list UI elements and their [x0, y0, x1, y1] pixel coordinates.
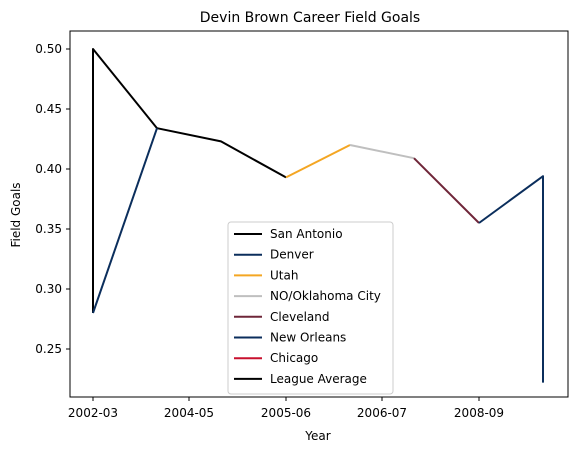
legend-label: Denver: [270, 248, 314, 262]
y-tick-label: 0.25: [35, 342, 62, 356]
y-tick-label: 0.30: [35, 282, 62, 296]
y-tick-label: 0.35: [35, 222, 62, 236]
legend-box: [227, 221, 394, 395]
series-line-4: [413, 157, 480, 224]
series-line-2: [285, 144, 351, 179]
y-axis-label: Field Goals: [9, 182, 23, 247]
legend: San Antonio Denver Utah NO/Oklahoma City Cle…: [227, 221, 394, 395]
x-axis-label: Year: [304, 429, 330, 443]
y-tick-label: 0.50: [35, 42, 62, 56]
legend-label: San Antonio: [270, 227, 343, 241]
series-line-5: [478, 175, 544, 383]
x-tick-label: 2005-06: [261, 406, 311, 420]
legend-label: New Orleans: [270, 331, 346, 345]
legend-label: Cleveland: [270, 310, 330, 324]
x-tick-label: 2006-07: [357, 406, 407, 420]
series-layer: [92, 48, 544, 383]
legend-label: NO/Oklahoma City: [270, 289, 381, 303]
series-line-1: [92, 127, 158, 314]
chart-title: Devin Brown Career Field Goals: [200, 10, 420, 26]
series-line-0: [92, 48, 287, 313]
y-tick-label: 0.40: [35, 162, 62, 176]
series-line-3: [349, 144, 415, 160]
x-tick-label: 2004-05: [164, 406, 214, 420]
axes-layer: 0.25 0.30 0.35 0.40 0.45 0.50 2002-03 2004-05 20…: [35, 30, 569, 420]
legend-label: Utah: [270, 268, 298, 282]
y-tick-label: 0.45: [35, 102, 62, 116]
legend-label: League Average: [270, 372, 367, 386]
x-tick-label: 2002-03: [68, 406, 118, 420]
x-tick-label: 2008-09: [454, 406, 504, 420]
legend-label: Chicago: [270, 351, 318, 365]
plot-frame: [69, 30, 569, 398]
